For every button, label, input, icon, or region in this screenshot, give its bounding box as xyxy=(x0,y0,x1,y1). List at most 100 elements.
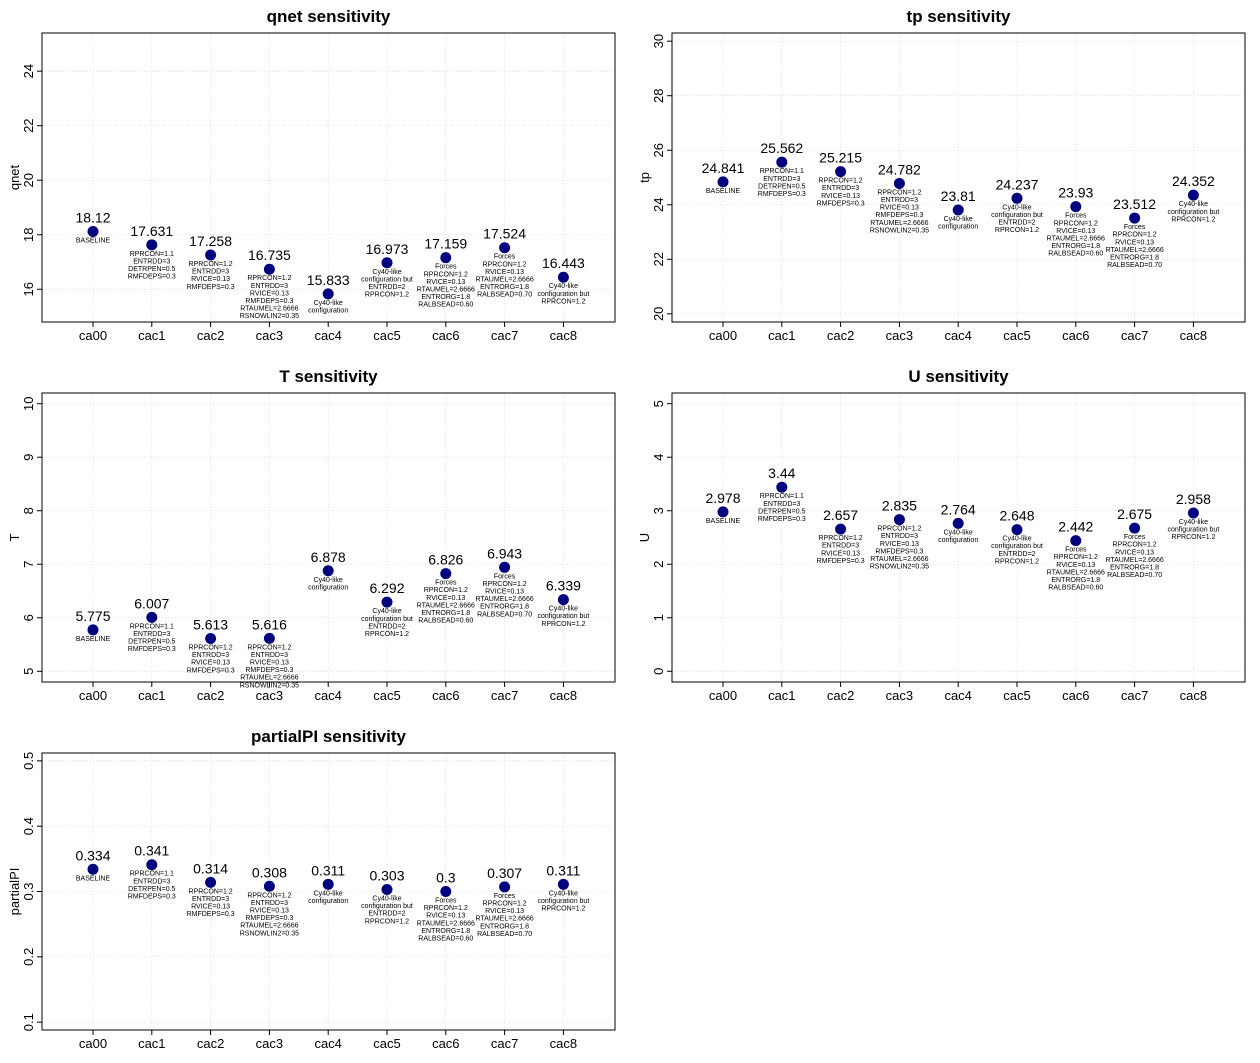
config-note-line: RMFDEPS=0.3 xyxy=(817,558,865,565)
value-label: 2.958 xyxy=(1176,491,1211,507)
config-note-line: ENTRDD=3 xyxy=(251,283,288,290)
config-note-line: RVICE=0.13 xyxy=(880,205,919,212)
value-label: 0.311 xyxy=(546,862,580,878)
data-point xyxy=(717,176,729,188)
config-note-line: Cy40-like xyxy=(372,896,401,903)
x-tick-label: cac3 xyxy=(256,328,283,343)
x-tick-label: cac2 xyxy=(197,1036,224,1051)
config-note-line: RMFDEPS=0.3 xyxy=(187,284,235,291)
config-note-line: Cy40-like xyxy=(314,300,343,307)
x-tick-label: cac5 xyxy=(1003,328,1030,343)
config-note-line: ENTRDD=3 xyxy=(881,533,918,540)
config-note-line: ENTRDD=2 xyxy=(368,623,405,630)
x-tick-label: cac8 xyxy=(550,1036,577,1051)
config-note-line: RPRCON=1.2 xyxy=(541,621,585,628)
chart-tp: tp sensitivity 20 22 24 26 28 30 ca00 cac1 cac2 ca… xyxy=(637,7,1246,343)
y-tick-label: 6 xyxy=(21,614,36,621)
y-axis-label: tp xyxy=(637,172,652,183)
config-note-line: Cy40-like xyxy=(944,529,973,536)
x-tick-label: ca00 xyxy=(79,1036,107,1051)
data-point xyxy=(205,249,217,261)
config-note-line: RTAUMEL=2.6666 xyxy=(475,596,533,603)
plot-frame xyxy=(671,32,1246,323)
x-tick-label: cac4 xyxy=(944,688,971,703)
config-note-line: RTAUMEL=2.6666 xyxy=(240,923,298,930)
x-tick-label: cac5 xyxy=(373,688,400,703)
x-tick-label: cac7 xyxy=(491,328,518,343)
config-note-line: ENTRDD=2 xyxy=(998,551,1035,558)
data-point xyxy=(717,506,729,518)
config-note-line: RMFDEPS=0.3 xyxy=(128,274,176,281)
chart-qnet: qnet sensitivity 16 18 20 22 24 ca00 cac1 cac2 ca… xyxy=(7,7,616,343)
data-point xyxy=(381,884,393,896)
value-label: 5.613 xyxy=(193,616,228,632)
config-note-line: Cy40-like xyxy=(1179,519,1208,526)
y-tick-label: 0.5 xyxy=(21,752,36,770)
config-note-line: RALBSEAD=0.60 xyxy=(418,618,473,625)
config-note-line: RALBSEAD=0.60 xyxy=(418,936,473,943)
config-note-line: RSNOWLIN2=0.35 xyxy=(870,564,929,571)
data-point xyxy=(1187,507,1199,519)
y-tick-label: 0.4 xyxy=(21,817,36,835)
data-point xyxy=(87,225,99,237)
x-tick-label: cac7 xyxy=(1121,688,1148,703)
x-tick-label: cac3 xyxy=(886,688,913,703)
plot-frame xyxy=(41,752,616,1031)
value-label: 16.973 xyxy=(366,241,409,257)
config-note-line: RMFDEPS=0.3 xyxy=(187,667,235,674)
config-note-line: RPRCON=1.2 xyxy=(995,227,1039,234)
config-note-line: Forces xyxy=(1065,547,1087,554)
x-tick-label: cac6 xyxy=(1062,688,1089,703)
config-note-line: RVICE=0.13 xyxy=(191,904,230,911)
value-label: 17.159 xyxy=(424,236,467,252)
data-point xyxy=(557,271,569,283)
config-note-line: RPRCON=1.2 xyxy=(541,906,585,913)
config-note-line: BASELINE xyxy=(76,875,111,882)
config-note-line: RVICE=0.13 xyxy=(821,550,860,557)
config-note-line: configuration but xyxy=(538,613,590,620)
x-tick-label: cac5 xyxy=(373,328,400,343)
y-axis-label: T xyxy=(7,533,22,541)
config-note-line: RTAUMEL=2.6666 xyxy=(240,675,298,682)
y-axis-label: qnet xyxy=(7,164,22,190)
config-note-line: DETRPEN=0.5 xyxy=(128,266,175,273)
config-note-line: RTAUMEL=2.6666 xyxy=(1105,557,1163,564)
plot-frame xyxy=(41,32,616,323)
value-label: 6.007 xyxy=(134,595,169,611)
config-note-line: RPRCON=1.1 xyxy=(760,493,804,500)
config-note-line: configuration but xyxy=(538,291,590,298)
config-note-line: RVICE=0.13 xyxy=(426,279,465,286)
config-note-line: RALBSEAD=0.70 xyxy=(477,611,532,618)
config-note-line: Cy40-like xyxy=(549,606,578,613)
value-label: 24.841 xyxy=(702,160,745,176)
config-note-line: RVICE=0.13 xyxy=(250,907,289,914)
x-tick-label: cac4 xyxy=(944,328,971,343)
config-note-line: RPRCON=1.2 xyxy=(877,526,921,533)
config-note-line: ENTRORG=1.8 xyxy=(421,294,470,301)
config-note-line: RPRCON=1.2 xyxy=(541,298,585,305)
config-note-line: ENTRDD=3 xyxy=(881,197,918,204)
value-label: 17.524 xyxy=(483,226,526,242)
x-tick-label: cac8 xyxy=(550,688,577,703)
config-note-line: ENTRDD=3 xyxy=(133,258,170,265)
y-axis-label: U xyxy=(637,533,652,542)
config-note-line: BASELINE xyxy=(76,237,111,244)
config-note-line: Forces xyxy=(435,264,457,271)
data-point xyxy=(1070,201,1082,213)
config-note-line: RMFDEPS=0.3 xyxy=(128,894,176,901)
y-tick-label: 20 xyxy=(651,307,666,321)
x-tick-label: cac7 xyxy=(491,688,518,703)
config-note-line: RTAUMEL=2.6666 xyxy=(1047,569,1105,576)
config-note-line: RPRCON=1.1 xyxy=(760,168,804,175)
config-note-line: RPRCON=1.2 xyxy=(1171,216,1215,223)
data-point xyxy=(557,878,569,890)
y-tick-label: 10 xyxy=(21,396,36,410)
config-note-line: RTAUMEL=2.6666 xyxy=(240,306,298,313)
value-label: 2.675 xyxy=(1117,506,1152,522)
data-point xyxy=(952,517,964,529)
config-note-line: ENTRORG=1.8 xyxy=(480,284,529,291)
y-axis-label: partialPI xyxy=(7,868,22,916)
config-note-line: ENTRDD=3 xyxy=(822,185,859,192)
plot-frame xyxy=(41,392,616,683)
config-note-line: RPRCON=1.1 xyxy=(130,871,174,878)
